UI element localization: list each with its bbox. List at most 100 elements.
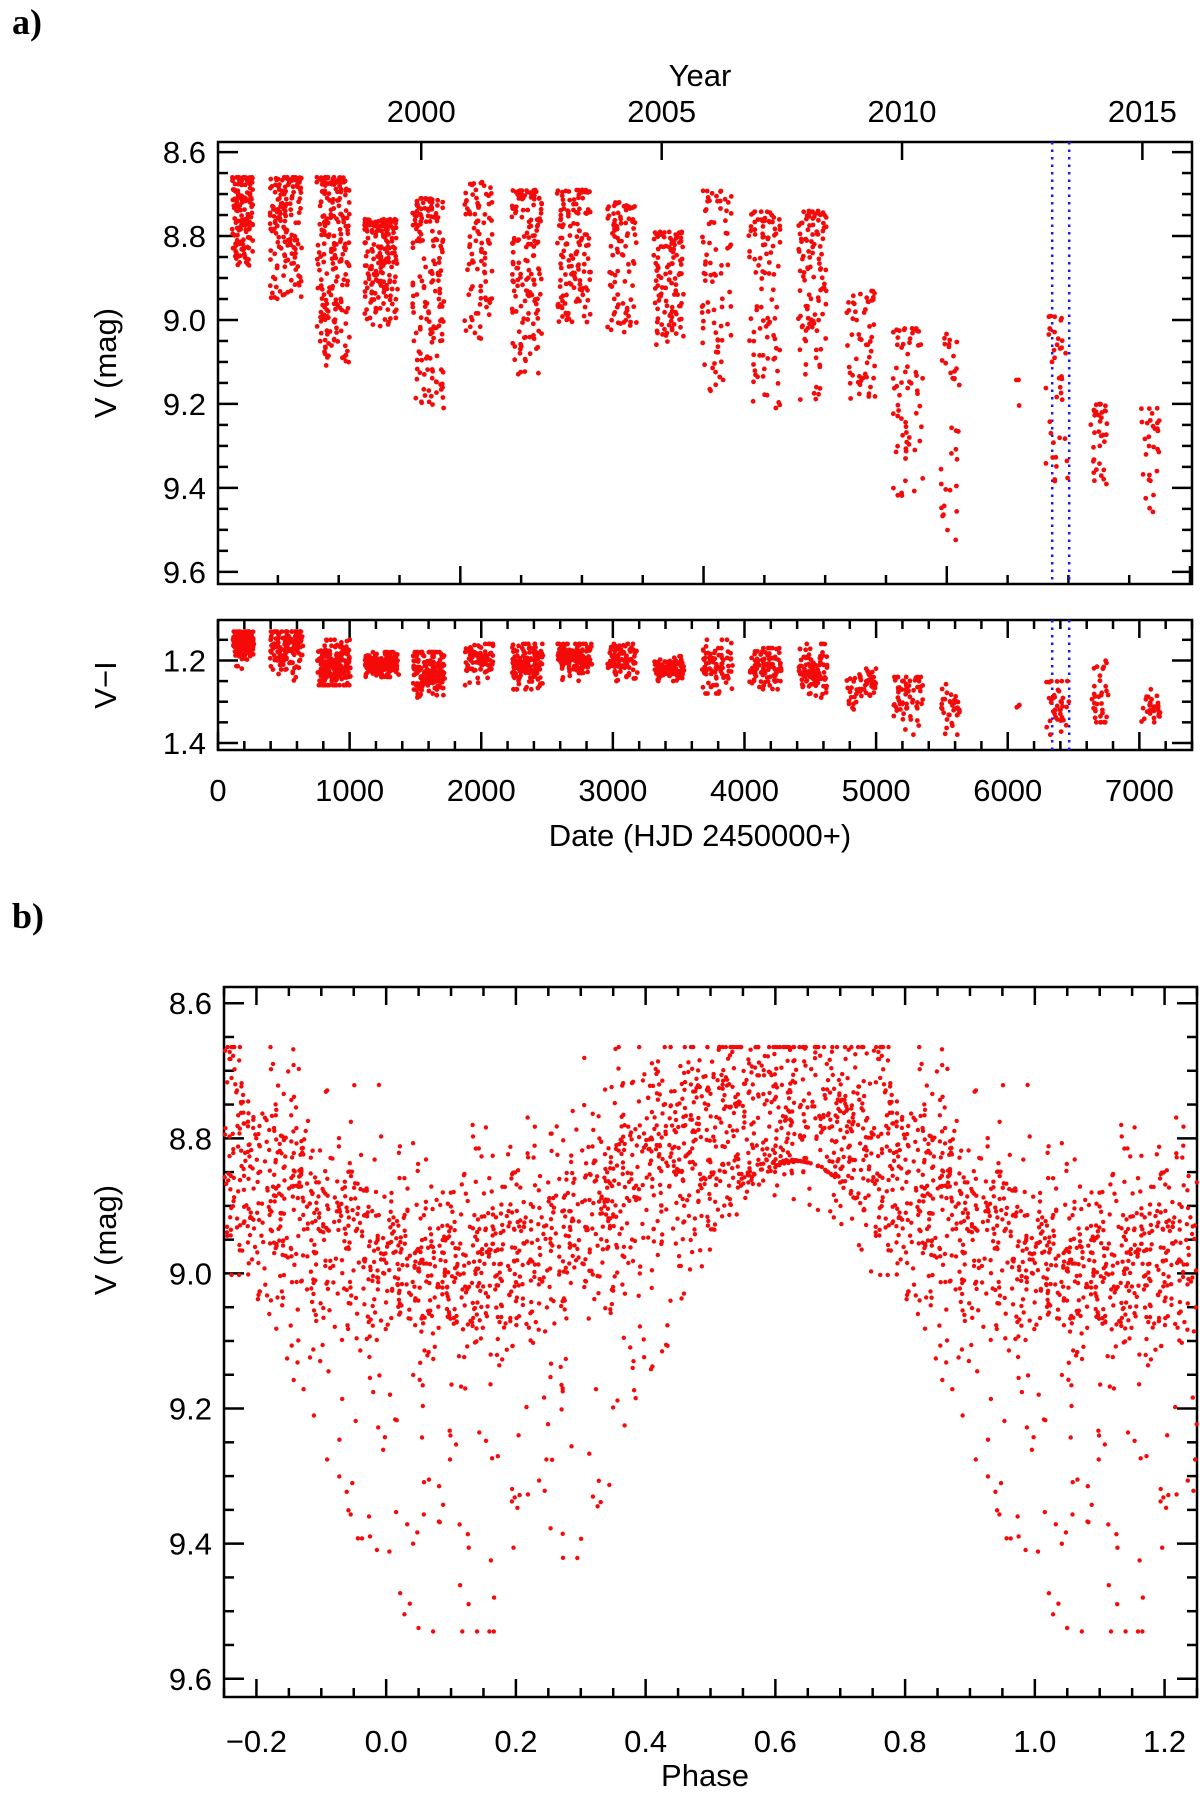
v-data-point xyxy=(583,187,589,193)
v-data-point xyxy=(365,271,371,277)
v-data-point xyxy=(432,215,438,220)
v-data-point xyxy=(440,199,446,205)
v-data-point xyxy=(393,315,399,321)
v-data-point xyxy=(423,264,428,270)
v-data-point xyxy=(314,324,320,329)
v-data-point xyxy=(523,244,529,250)
v-data-point xyxy=(510,272,515,277)
phase-data-point xyxy=(382,1194,387,1199)
v-data-point xyxy=(1048,313,1053,319)
v-data-point xyxy=(748,224,754,229)
v-data-point xyxy=(1051,347,1057,353)
v-data-point xyxy=(665,339,670,344)
v-data-point xyxy=(811,390,817,396)
v-data-point xyxy=(656,273,662,279)
phase-data-point xyxy=(883,1216,888,1221)
v-data-point xyxy=(488,185,493,191)
v-data-point xyxy=(668,318,674,324)
v-data-point xyxy=(321,259,327,265)
v-data-point xyxy=(728,242,734,248)
vi-data-point xyxy=(328,637,334,643)
v-data-point xyxy=(728,194,734,199)
v-data-point xyxy=(379,217,384,223)
v-data-point xyxy=(701,318,706,324)
vi-data-point xyxy=(329,643,334,649)
v-data-point xyxy=(410,240,416,246)
v-data-point xyxy=(797,347,803,353)
v-data-point xyxy=(346,200,352,205)
vi-data-point xyxy=(1063,722,1069,728)
v-data-point xyxy=(751,338,757,344)
v-data-point xyxy=(296,280,302,286)
phase-data-point xyxy=(262,1266,267,1271)
v-data-point xyxy=(554,191,560,196)
v-data-point xyxy=(863,342,869,348)
phase-data-point xyxy=(482,1261,487,1267)
v-data-point xyxy=(482,212,488,217)
v-data-point xyxy=(565,213,571,219)
v-data-point xyxy=(710,279,715,285)
vi-data-point xyxy=(280,662,286,668)
v-data-point xyxy=(1054,394,1060,400)
v-data-point xyxy=(369,290,375,296)
v-data-point xyxy=(1047,419,1053,425)
v-data-point xyxy=(526,235,532,240)
vi-data-point xyxy=(524,684,529,690)
phase-data-point xyxy=(749,1122,754,1127)
v-data-point xyxy=(413,330,419,336)
vi-data-point xyxy=(298,639,303,644)
v-data-point xyxy=(626,216,632,222)
v-data-point xyxy=(813,211,819,217)
v-data-point xyxy=(672,276,678,281)
v-data-point xyxy=(527,334,533,340)
v-data-point xyxy=(1104,481,1109,487)
vi-data-point xyxy=(847,689,853,695)
v-data-point xyxy=(587,311,593,317)
v-data-point xyxy=(796,249,802,254)
vi-data-point xyxy=(426,688,432,694)
v-data-point xyxy=(817,244,823,249)
vi-data-point xyxy=(948,692,954,698)
phase-data-point xyxy=(640,1149,645,1154)
vi-data-point xyxy=(770,686,775,692)
v-data-point xyxy=(760,352,766,358)
phase-data-point xyxy=(999,1268,1005,1273)
v-data-point xyxy=(344,282,350,288)
v-data-point xyxy=(1091,457,1097,462)
v-data-point xyxy=(614,226,620,232)
phase-data-point xyxy=(348,1173,354,1179)
v-data-point xyxy=(324,328,330,334)
v-data-point xyxy=(582,251,587,257)
v-data-point xyxy=(234,199,240,205)
v-data-point xyxy=(803,371,808,377)
phase-data-point xyxy=(985,1437,991,1442)
phase-data-point xyxy=(987,1213,992,1219)
vi-data-point xyxy=(869,669,875,675)
v-data-point xyxy=(563,188,569,194)
phase-data-point xyxy=(965,1194,970,1199)
vi-data-point xyxy=(1051,692,1057,698)
v-data-point xyxy=(754,307,760,313)
phase-data-point xyxy=(681,1070,687,1076)
vi-data-point xyxy=(579,663,585,669)
vi-data-point xyxy=(324,637,329,643)
v-data-point xyxy=(322,232,328,238)
v-data-point xyxy=(528,191,534,197)
phase-data-point xyxy=(1105,1354,1110,1359)
v-data-point xyxy=(849,332,855,338)
v-data-point xyxy=(525,207,531,213)
v-data-point xyxy=(751,362,756,367)
v-data-point xyxy=(273,230,279,236)
v-data-point xyxy=(903,419,908,425)
v-data-point xyxy=(363,280,368,286)
vi-data-point xyxy=(520,641,526,647)
phase-data-point xyxy=(698,1248,703,1253)
phase-data-point xyxy=(1122,1179,1127,1185)
v-data-point xyxy=(700,234,705,240)
vi-data-point xyxy=(485,662,491,668)
phase-data-point xyxy=(375,1268,380,1273)
vi-data-point xyxy=(915,700,920,705)
phase-data-point xyxy=(580,1148,585,1153)
vi-data-point xyxy=(950,723,955,729)
